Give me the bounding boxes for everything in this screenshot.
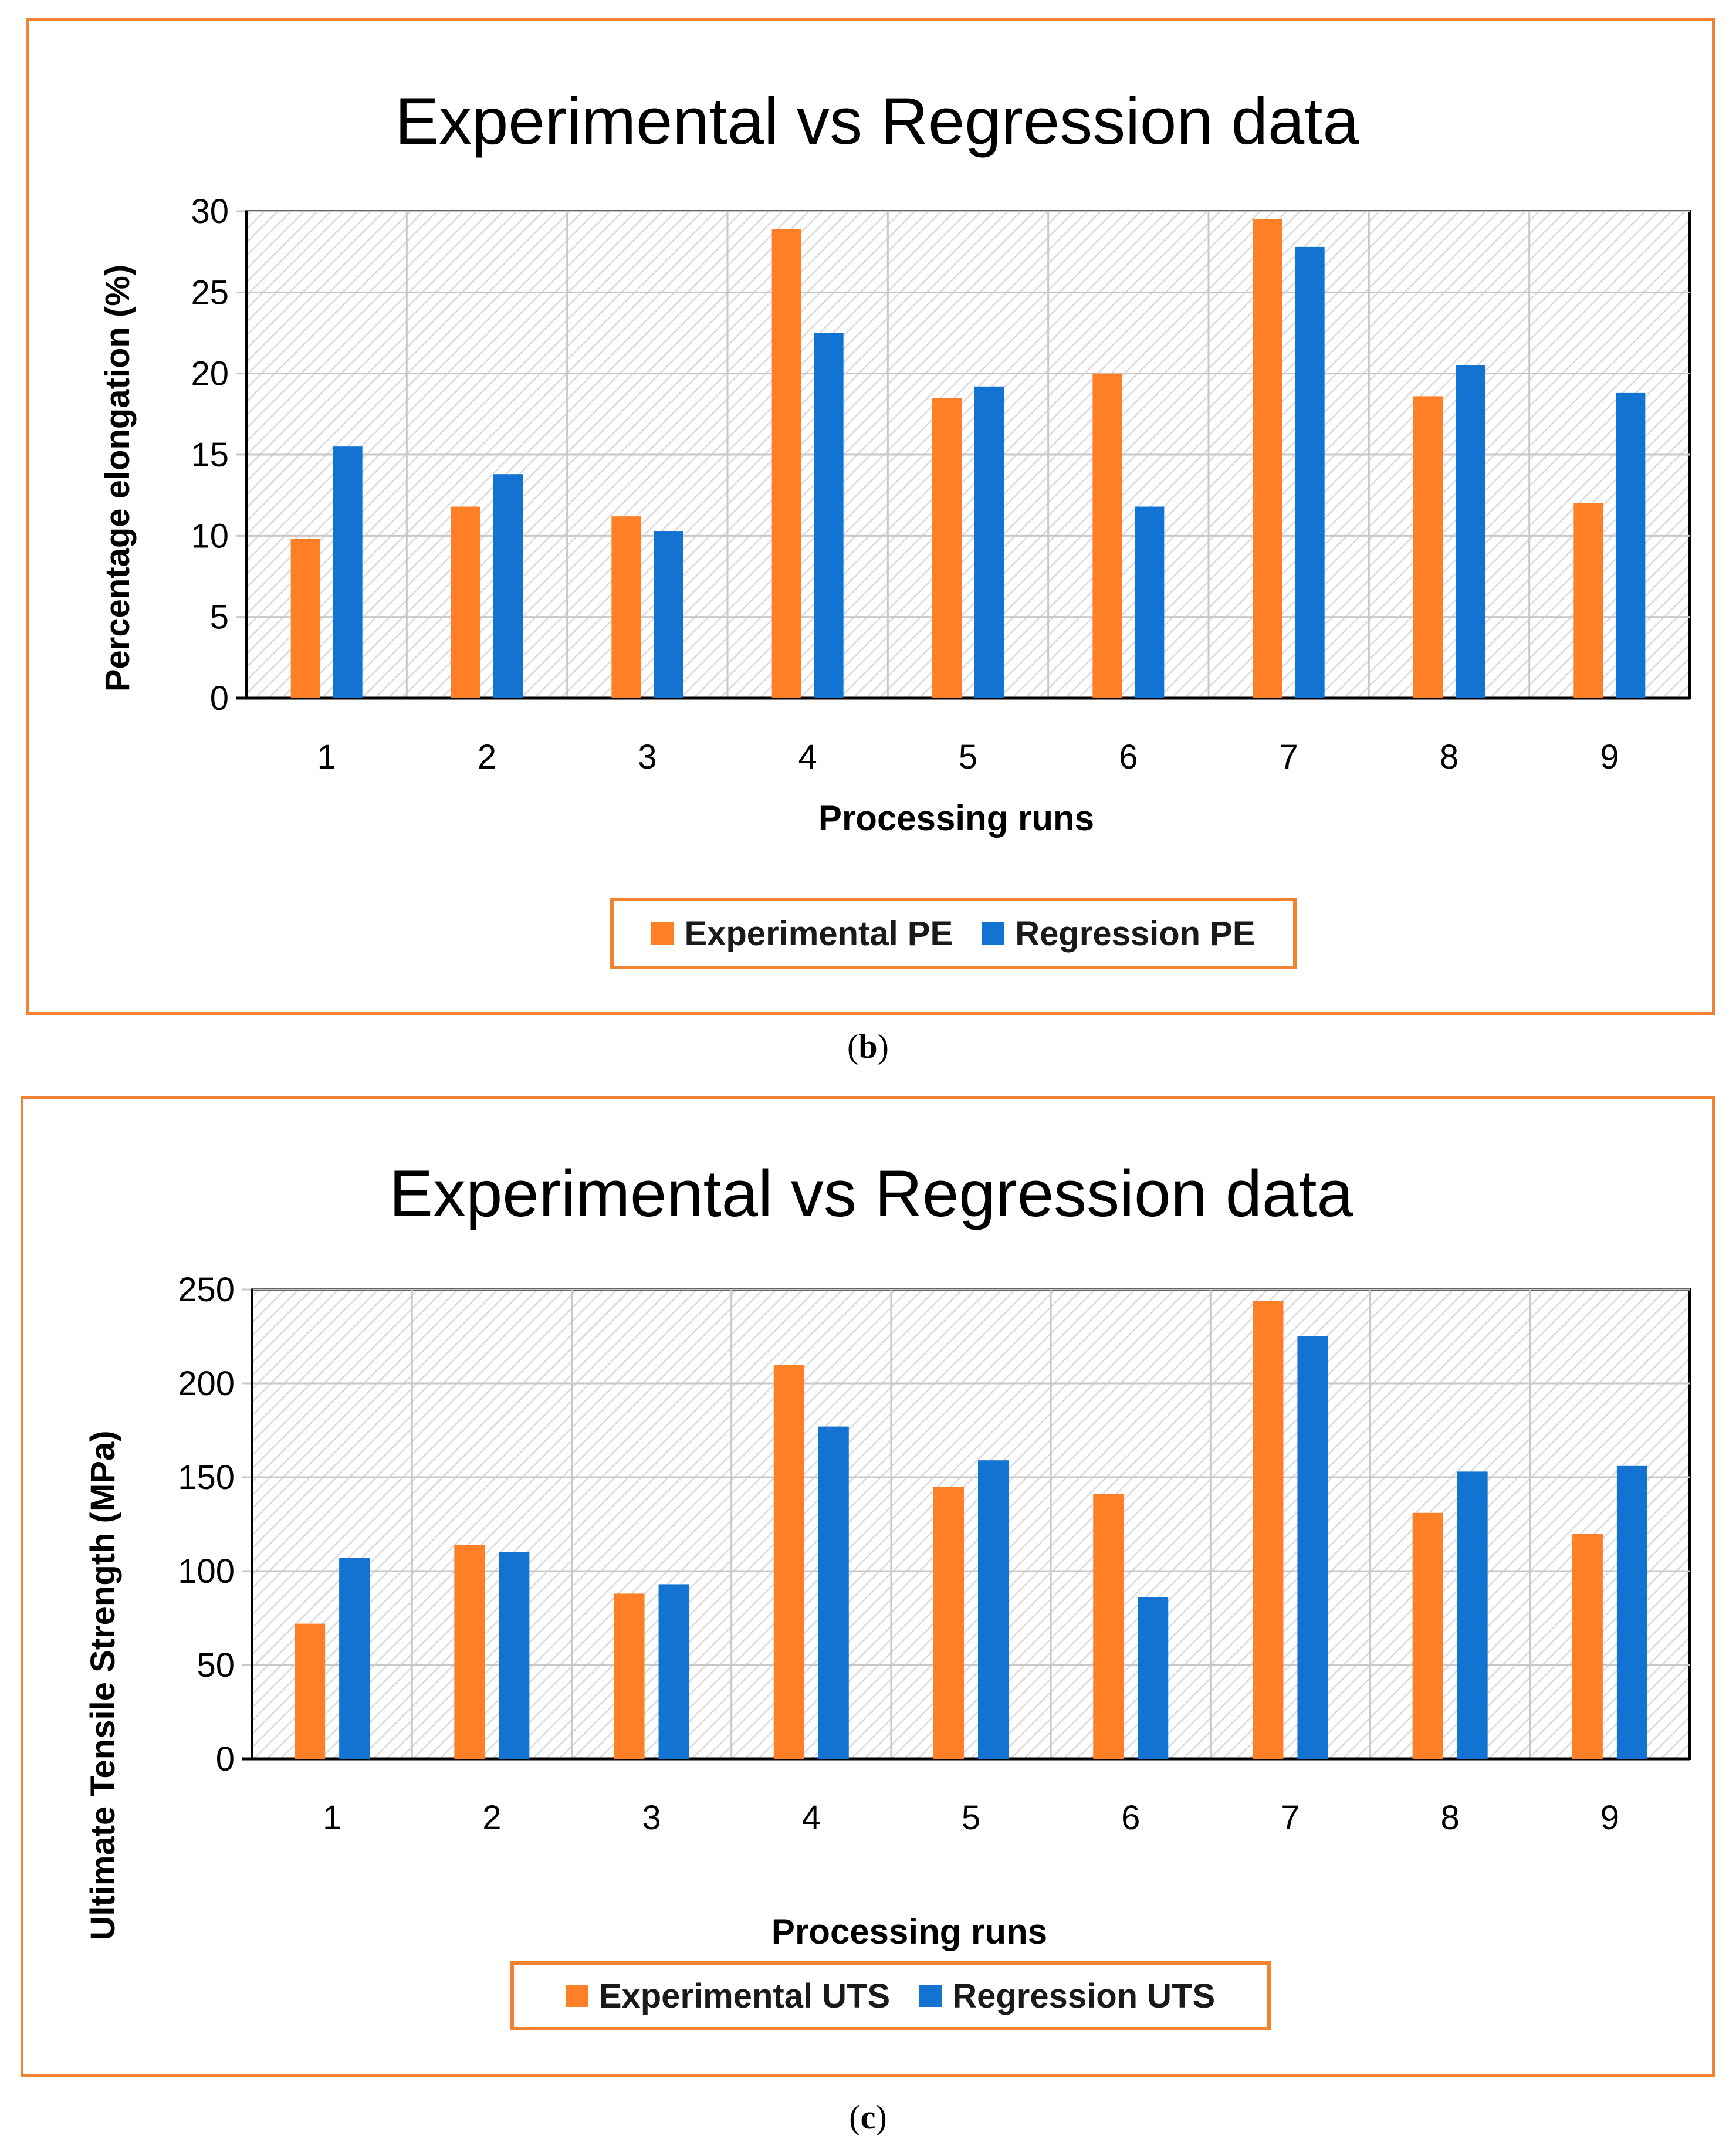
y-tick-label: 15 <box>191 436 229 474</box>
legend-entry-experimental-pe: Experimental PE <box>651 914 953 953</box>
bar-experimental-run-1 <box>295 1623 326 1759</box>
legend-label-experimental-pe: Experimental PE <box>684 914 953 953</box>
bar-experimental-run-9 <box>1573 503 1603 698</box>
legend-swatch-experimental-uts <box>566 1985 588 2007</box>
y-tick-label: 30 <box>191 192 229 231</box>
x-tick-label: 7 <box>1281 1799 1300 1837</box>
chart-title: Experimental vs Regression data <box>395 84 1359 158</box>
legend-pe: Experimental PE Regression PE <box>610 898 1297 969</box>
bar-experimental-run-7 <box>1253 1301 1284 1759</box>
x-tick-label: 3 <box>638 738 657 776</box>
y-tick-label: 20 <box>191 355 229 393</box>
bar-experimental-run-3 <box>614 1593 645 1759</box>
legend-swatch-regression-pe <box>982 922 1005 945</box>
caption-b-letter: b <box>858 1027 878 1065</box>
bar-experimental-run-3 <box>611 516 641 698</box>
x-tick-label: 8 <box>1440 738 1458 776</box>
chart-panel-c: Experimental vs Regression data 0 50 100 150… <box>21 1096 1715 2077</box>
legend-swatch-experimental-pe <box>651 922 674 945</box>
x-tick-label: 2 <box>478 738 496 776</box>
x-tick-label: 7 <box>1280 738 1298 776</box>
bar-experimental-run-1 <box>290 539 320 698</box>
x-tick-label: 5 <box>959 738 977 776</box>
bar-regression-run-4 <box>818 1426 849 1759</box>
bar-experimental-run-4 <box>771 229 801 698</box>
x-tick-label: 8 <box>1441 1799 1460 1837</box>
chart-panel-b: Experimental vs Regression data 0 5 10 15 20 2… <box>26 18 1715 1015</box>
bar-regression-run-1 <box>339 1558 370 1759</box>
bar-regression-run-7 <box>1297 1336 1328 1759</box>
x-tick-label: 4 <box>802 1799 821 1837</box>
y-tick-label: 25 <box>191 273 229 312</box>
y-tick-label: 100 <box>178 1552 235 1590</box>
bar-experimental-run-8 <box>1413 396 1443 698</box>
x-tick-label: 6 <box>1121 1799 1140 1837</box>
bar-regression-run-5 <box>974 386 1004 698</box>
y-tick-label: 10 <box>191 517 229 555</box>
chart-title: Experimental vs Regression data <box>389 1157 1353 1230</box>
y-tick-label: 0 <box>210 679 229 717</box>
bar-experimental-run-5 <box>933 1487 964 1759</box>
y-tick-label: 50 <box>197 1646 235 1684</box>
bar-regression-run-6 <box>1135 506 1165 698</box>
bar-regression-run-2 <box>499 1552 530 1759</box>
bar-regression-run-5 <box>978 1460 1009 1759</box>
x-tick-label: 4 <box>798 738 817 776</box>
x-tick-label: 9 <box>1600 738 1619 776</box>
legend-label-regression-uts: Regression UTS <box>952 1976 1216 2015</box>
y-tick-label: 250 <box>178 1271 235 1309</box>
legend-uts: Experimental UTS Regression UTS <box>510 1961 1271 2030</box>
y-tick-label: 200 <box>178 1365 235 1403</box>
bar-regression-run-7 <box>1295 246 1325 698</box>
legend-label-regression-pe: Regression PE <box>1015 914 1256 953</box>
x-tick-label: 1 <box>317 738 336 776</box>
chart-svg-uts: Experimental vs Regression data 0 50 100 150… <box>84 1157 1691 1951</box>
chart-svg-pe: Experimental vs Regression data051015202… <box>99 84 1691 838</box>
bar-regression-run-8 <box>1456 365 1485 698</box>
bar-experimental-run-6 <box>1093 1494 1124 1759</box>
caption-c-letter: c <box>860 2098 876 2136</box>
caption-c: (c) <box>849 2098 887 2136</box>
bar-experimental-run-8 <box>1412 1512 1443 1759</box>
x-axis-label: Processing runs <box>818 798 1094 838</box>
legend-swatch-regression-uts <box>919 1985 942 2007</box>
bar-regression-run-4 <box>814 333 844 698</box>
bar-regression-run-6 <box>1138 1597 1169 1759</box>
bar-experimental-run-7 <box>1253 219 1282 698</box>
x-tick-label: 6 <box>1119 738 1138 776</box>
bar-experimental-run-2 <box>451 506 480 698</box>
y-tick-label: 0 <box>216 1740 235 1778</box>
bar-regression-run-1 <box>333 446 363 698</box>
y-axis-label: Percentage elongation (%) <box>99 265 137 692</box>
y-tick-label: 150 <box>178 1458 235 1497</box>
bar-regression-run-3 <box>654 531 683 698</box>
legend-entry-experimental-uts: Experimental UTS <box>566 1976 890 2016</box>
bar-experimental-run-4 <box>773 1365 804 1759</box>
bar-experimental-run-6 <box>1092 373 1122 698</box>
y-tick-label: 5 <box>210 598 229 637</box>
bar-regression-run-2 <box>493 474 523 698</box>
x-tick-label: 3 <box>642 1799 661 1837</box>
legend-label-experimental-uts: Experimental UTS <box>598 1976 891 2015</box>
bar-regression-run-9 <box>1616 1465 1647 1759</box>
x-axis-label: Processing runs <box>771 1912 1047 1951</box>
legend-entry-regression-uts: Regression UTS <box>919 1976 1215 2016</box>
bar-regression-run-3 <box>658 1584 689 1759</box>
caption-b: (b) <box>847 1027 889 1065</box>
bar-experimental-run-9 <box>1572 1534 1603 1759</box>
y-axis-label: Ultimate Tensile Strength (MPa) <box>84 1430 122 1940</box>
bar-regression-run-8 <box>1457 1471 1488 1759</box>
x-tick-label: 1 <box>323 1799 341 1837</box>
bar-regression-run-9 <box>1616 392 1646 698</box>
legend-entry-regression-pe: Regression PE <box>982 914 1256 953</box>
x-tick-label: 5 <box>962 1799 980 1837</box>
bar-experimental-run-2 <box>454 1545 485 1759</box>
x-tick-label: 2 <box>482 1799 501 1837</box>
x-tick-label: 9 <box>1600 1799 1619 1837</box>
bar-experimental-run-5 <box>932 398 962 698</box>
